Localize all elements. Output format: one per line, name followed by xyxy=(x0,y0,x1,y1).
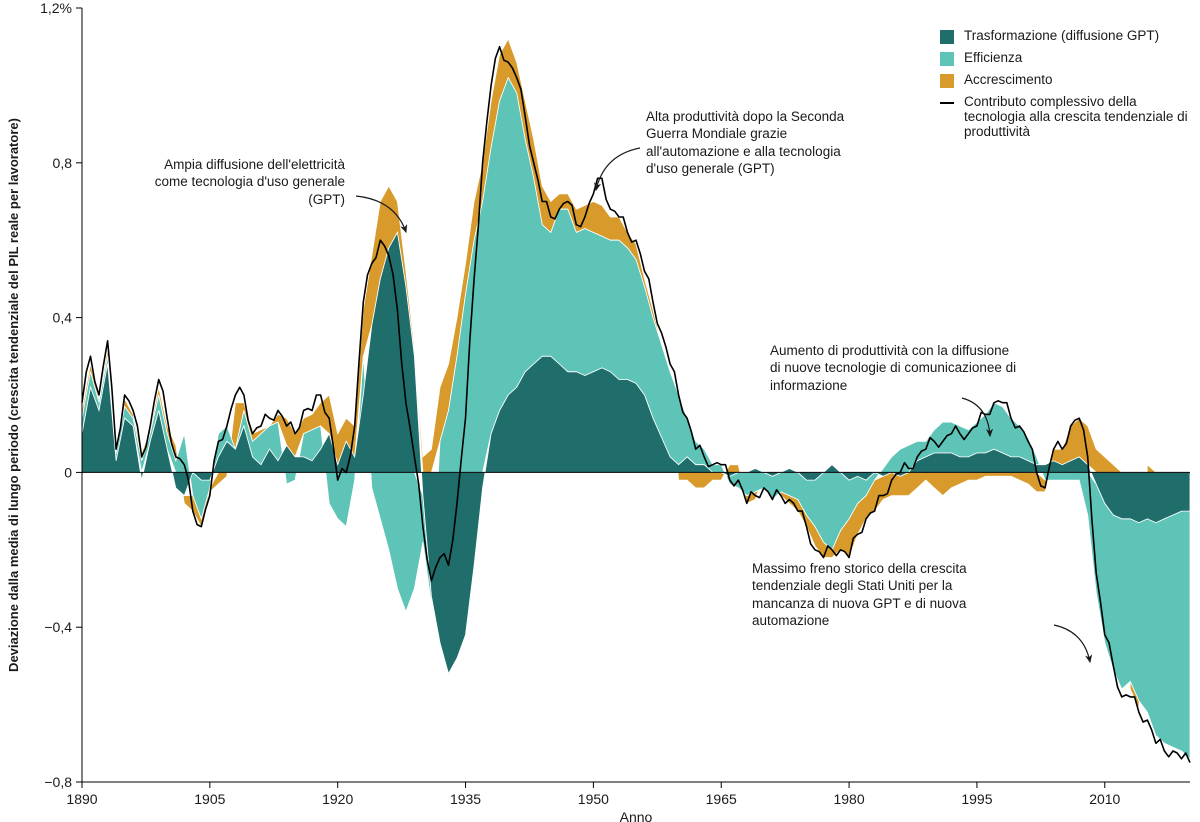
x-tick-label: 1980 xyxy=(833,791,864,807)
legend-label: Accrescimento xyxy=(964,72,1053,87)
y-tick-label: 0,8 xyxy=(53,155,73,171)
x-axis-title: Anno xyxy=(620,809,653,822)
x-tick-label: 1950 xyxy=(578,791,609,807)
legend-swatch-icon xyxy=(940,74,954,88)
legend-swatch-icon xyxy=(940,52,954,66)
y-tick-label: −0,4 xyxy=(44,619,72,635)
x-tick-label: 1935 xyxy=(450,791,481,807)
x-tick-label: 2010 xyxy=(1089,791,1120,807)
x-tick-label: 1920 xyxy=(322,791,353,807)
legend-item: Contributo complessivo della tecnologia … xyxy=(940,94,1200,139)
x-tick-label: 1890 xyxy=(66,791,97,807)
productivity-chart: −0,8 −0,4 0 0,4 0,8 1,2% 1890 1905 1920 1935 1950 1… xyxy=(0,0,1200,822)
legend-label: Contributo complessivo della tecnologia … xyxy=(964,94,1200,139)
x-tick-label: 1965 xyxy=(706,791,737,807)
x-tick-label: 1995 xyxy=(961,791,992,807)
legend-item: Efficienza xyxy=(940,50,1200,66)
anno-ict: Aumento di produttività con la diffusion… xyxy=(770,342,1020,394)
y-tick-label: 0 xyxy=(64,464,72,480)
legend: Trasformazione (diffusione GPT) Efficienz… xyxy=(940,28,1200,145)
legend-line-icon xyxy=(940,102,954,104)
legend-swatch-icon xyxy=(940,30,954,44)
y-axis-title: Deviazione dalla media di lungo periodo … xyxy=(6,118,21,672)
anno-electricity: Ampia diffusione dell'elettricità come t… xyxy=(145,156,345,208)
legend-item: Trasformazione (diffusione GPT) xyxy=(940,28,1200,44)
x-tick-label: 1905 xyxy=(194,791,225,807)
legend-label: Trasformazione (diffusione GPT) xyxy=(964,28,1159,43)
y-tick-label: −0,8 xyxy=(44,774,72,790)
y-tick-label: 0,4 xyxy=(53,310,73,326)
y-tick-label: 1,2% xyxy=(40,0,72,16)
anno-drag: Massimo freno storico della crescita ten… xyxy=(752,560,1002,629)
anno-postwar: Alta produttività dopo la Seconda Guerra… xyxy=(646,108,876,177)
legend-label: Efficienza xyxy=(964,50,1022,65)
legend-item: Accrescimento xyxy=(940,72,1200,88)
